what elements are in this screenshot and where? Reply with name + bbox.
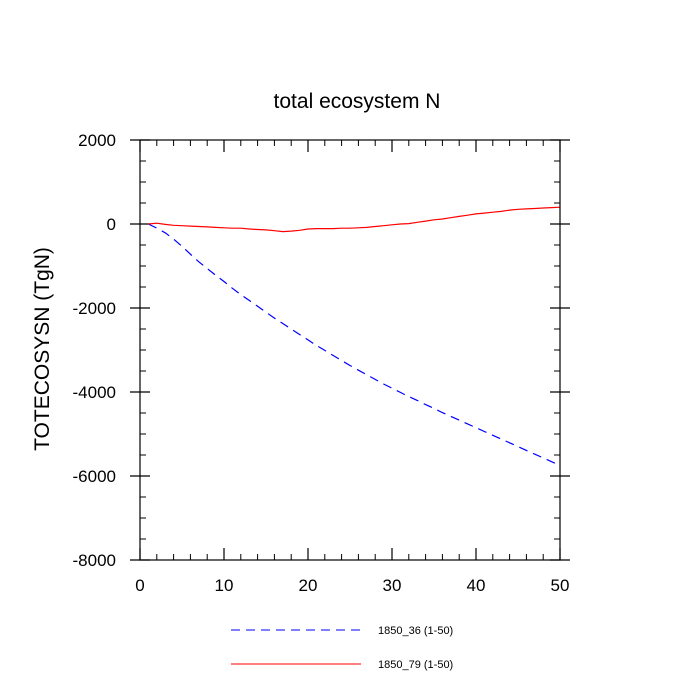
y-tick-label: -2000 — [73, 299, 116, 318]
legend: 1850_36 (1-50) 1850_79 (1-50) — [231, 625, 453, 671]
y-tick-label: -8000 — [73, 551, 116, 570]
x-tick-label: 40 — [467, 576, 486, 595]
y-axis-label: TOTECOSYSN (TgN) — [31, 247, 54, 451]
y-tick-label: -4000 — [73, 383, 116, 402]
x-tick-label: 10 — [215, 576, 234, 595]
x-tick-label: 30 — [383, 576, 402, 595]
x-tick-label: 0 — [135, 576, 144, 595]
chart-title: total ecosystem N — [274, 90, 441, 113]
axis-ticks — [130, 139, 570, 561]
y-tick-label: 0 — [107, 215, 116, 234]
y-tick-label: -6000 — [73, 467, 116, 486]
legend-label-2: 1850_79 (1-50) — [378, 659, 453, 671]
legend-label-1: 1850_36 (1-50) — [378, 625, 453, 637]
series-lines — [148, 206, 561, 467]
x-tick-label: 50 — [551, 576, 570, 595]
series-line-2 — [148, 206, 561, 233]
plot-frame — [139, 139, 561, 561]
series-line-1 — [148, 223, 561, 467]
y-tick-label: 2000 — [78, 131, 116, 150]
tick-labels: 0 10 20 30 40 50 2000 0 -2000 -4000 -6000 -8000 — [73, 131, 570, 595]
x-tick-label: 20 — [299, 576, 318, 595]
